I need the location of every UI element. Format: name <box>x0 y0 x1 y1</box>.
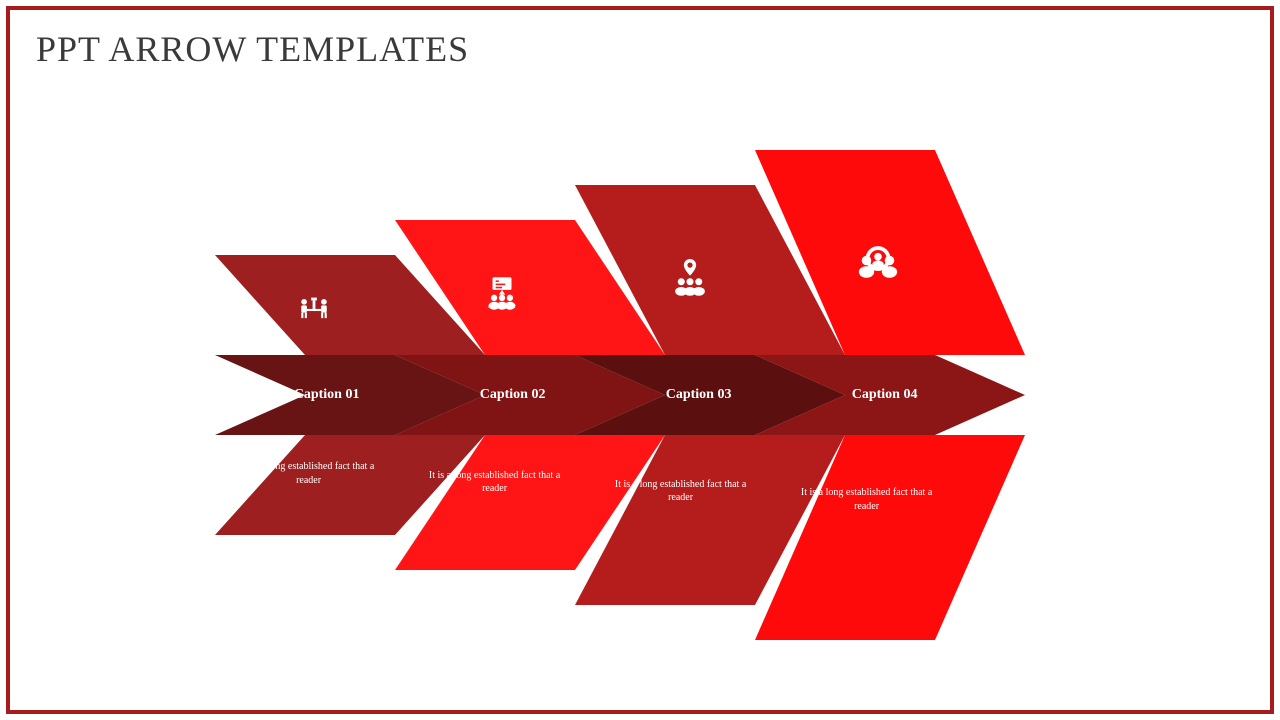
caption-label: Caption 03 <box>666 387 732 403</box>
presentation-icon <box>483 273 521 316</box>
caption-description: It is a long established fact that a rea… <box>239 460 379 487</box>
caption-label: Caption 04 <box>852 387 918 403</box>
chevron-bottom <box>755 435 1025 640</box>
search-group-icon <box>855 237 901 288</box>
diagram-canvas: Caption 01 It is a long established fact … <box>0 0 1280 720</box>
caption-label: Caption 01 <box>294 387 360 403</box>
caption-label: Caption 02 <box>480 387 546 403</box>
caption-description: It is a long established fact that a rea… <box>425 469 565 496</box>
caption-description: It is a long established fact that a rea… <box>611 478 751 505</box>
meeting-icon <box>297 291 331 330</box>
location-group-icon <box>669 255 711 302</box>
caption-description: It is a long established fact that a rea… <box>797 486 937 513</box>
